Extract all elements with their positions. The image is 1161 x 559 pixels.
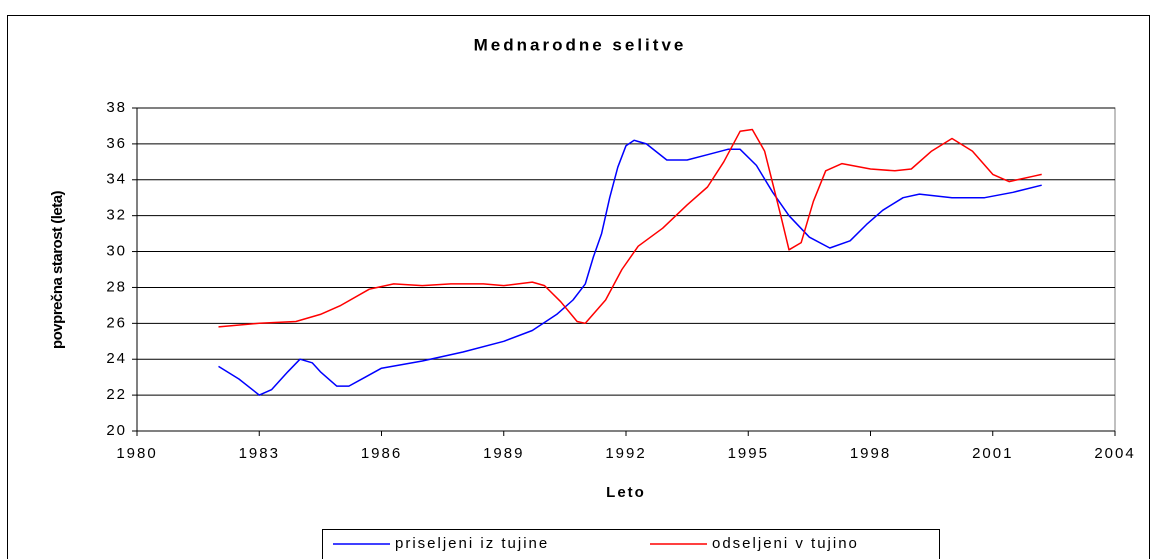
chart-title: Mednarodne selitve: [474, 35, 687, 54]
x-tick-label: 2001: [972, 445, 1013, 462]
y-tick-label: 30: [106, 243, 127, 260]
series-line: [218, 128, 1042, 328]
x-tick-label: 1980: [116, 445, 157, 462]
y-tick-label: 34: [106, 171, 127, 188]
x-tick-label: 1995: [728, 445, 769, 462]
x-tick-label: 1992: [605, 445, 646, 462]
y-axis-title: povprečna starost (leta): [49, 190, 66, 349]
legend-box: [322, 529, 940, 559]
y-tick-label: 36: [106, 135, 127, 152]
plot-area: [136, 107, 1116, 432]
x-tick-label: 1998: [850, 445, 891, 462]
x-axis-title: Leto: [606, 484, 646, 501]
y-tick-label: 28: [106, 278, 127, 295]
y-tick-label: 32: [106, 207, 127, 224]
x-tick-label: 1983: [239, 445, 280, 462]
x-tick-label: 2004: [1094, 445, 1135, 462]
y-tick-label: 26: [106, 314, 127, 331]
series-line: [218, 139, 1042, 396]
x-tick-label: 1989: [483, 445, 524, 462]
y-tick-label: 24: [106, 350, 127, 367]
y-tick-label: 22: [106, 386, 127, 403]
x-tick-label: 1986: [361, 445, 402, 462]
y-tick-label: 20: [106, 422, 127, 439]
y-tick-label: 38: [106, 99, 127, 116]
legend-label: priseljeni iz tujine: [395, 535, 549, 552]
legend-label: odseljeni v tujino: [712, 535, 859, 552]
